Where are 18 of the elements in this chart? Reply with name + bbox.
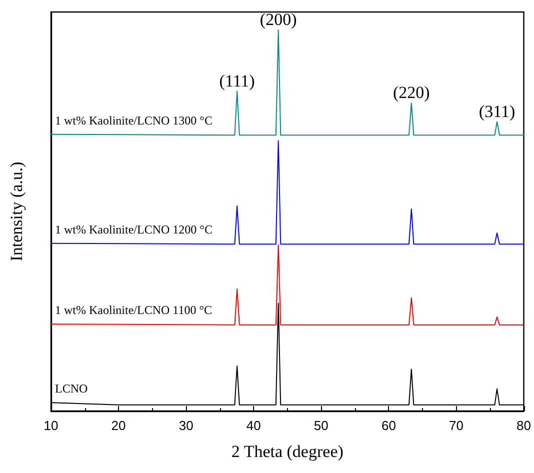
x-tick-label: 10 (44, 418, 58, 433)
annotation: (311) (478, 102, 516, 121)
x-tick-label: 70 (448, 418, 464, 433)
x-tick-label: 80 (516, 418, 532, 433)
x-tick-label: 20 (111, 418, 126, 433)
annotation: (220) (392, 83, 430, 102)
series-label: LCNO (55, 382, 88, 396)
annotation: (200) (260, 10, 297, 29)
series-label: 1 wt% Kaolinite/LCNO 1300 °C (55, 113, 212, 128)
x-tick-label: 50 (314, 418, 328, 433)
series-label: 1 wt% Kaolinite/LCNO 1100 °C (55, 303, 212, 318)
x-axis-title: 2 Theta (degree) (231, 442, 344, 461)
series-label: 1 wt% Kaolinite/LCNO 1200 °C (55, 222, 212, 236)
annotation: (111) (219, 71, 255, 90)
x-tick-label: 60 (381, 418, 396, 433)
x-tick-label: 30 (178, 418, 194, 433)
x-tick-label: 40 (246, 418, 261, 433)
y-axis-title: Intensity (a.u.) (7, 162, 26, 262)
